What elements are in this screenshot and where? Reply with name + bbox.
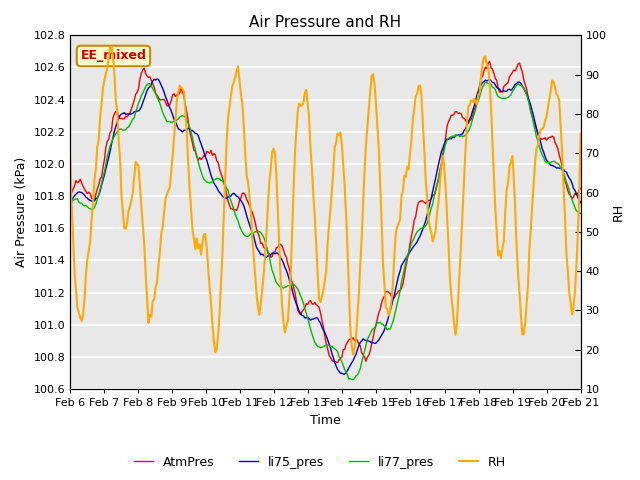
Y-axis label: Air Pressure (kPa): Air Pressure (kPa) xyxy=(15,157,28,267)
RH xyxy=(237,91,244,96)
li75_pres xyxy=(67,202,74,207)
AtmPres xyxy=(290,284,298,289)
Line: AtmPres: AtmPres xyxy=(70,61,580,363)
RH xyxy=(291,152,299,157)
li77_pres xyxy=(290,281,298,287)
Line: li77_pres: li77_pres xyxy=(70,82,580,380)
AtmPres xyxy=(551,140,559,145)
li75_pres xyxy=(551,164,559,169)
Title: Air Pressure and RH: Air Pressure and RH xyxy=(250,15,401,30)
li75_pres xyxy=(291,297,299,303)
li75_pres xyxy=(220,194,228,200)
RH xyxy=(106,44,114,50)
AtmPres xyxy=(67,197,74,203)
AtmPres xyxy=(236,198,243,204)
RH xyxy=(551,84,559,90)
Legend: AtmPres, li75_pres, li77_pres, RH: AtmPres, li75_pres, li77_pres, RH xyxy=(129,451,511,474)
RH xyxy=(246,192,253,198)
li77_pres xyxy=(349,377,357,383)
li77_pres xyxy=(551,159,559,165)
AtmPres xyxy=(129,102,137,108)
RH xyxy=(220,212,228,217)
li75_pres xyxy=(577,200,584,205)
li77_pres xyxy=(236,223,243,228)
X-axis label: Time: Time xyxy=(310,414,341,427)
AtmPres xyxy=(486,59,493,64)
li77_pres xyxy=(577,210,584,216)
Line: li75_pres: li75_pres xyxy=(70,79,580,374)
li77_pres xyxy=(481,79,489,85)
RH xyxy=(67,156,74,162)
AtmPres xyxy=(244,199,252,205)
RH xyxy=(577,131,584,136)
li75_pres xyxy=(129,110,137,116)
li77_pres xyxy=(218,178,226,183)
AtmPres xyxy=(333,360,341,366)
li77_pres xyxy=(67,204,74,210)
RH xyxy=(131,174,138,180)
RH xyxy=(349,352,357,358)
Text: EE_mixed: EE_mixed xyxy=(81,49,147,62)
li77_pres xyxy=(129,116,137,122)
li75_pres xyxy=(150,76,158,82)
Line: RH: RH xyxy=(70,47,580,355)
AtmPres xyxy=(218,175,226,180)
li77_pres xyxy=(244,234,252,240)
AtmPres xyxy=(577,186,584,192)
li75_pres xyxy=(246,221,253,227)
li75_pres xyxy=(340,372,348,377)
li75_pres xyxy=(237,198,244,204)
Y-axis label: RH: RH xyxy=(612,203,625,221)
